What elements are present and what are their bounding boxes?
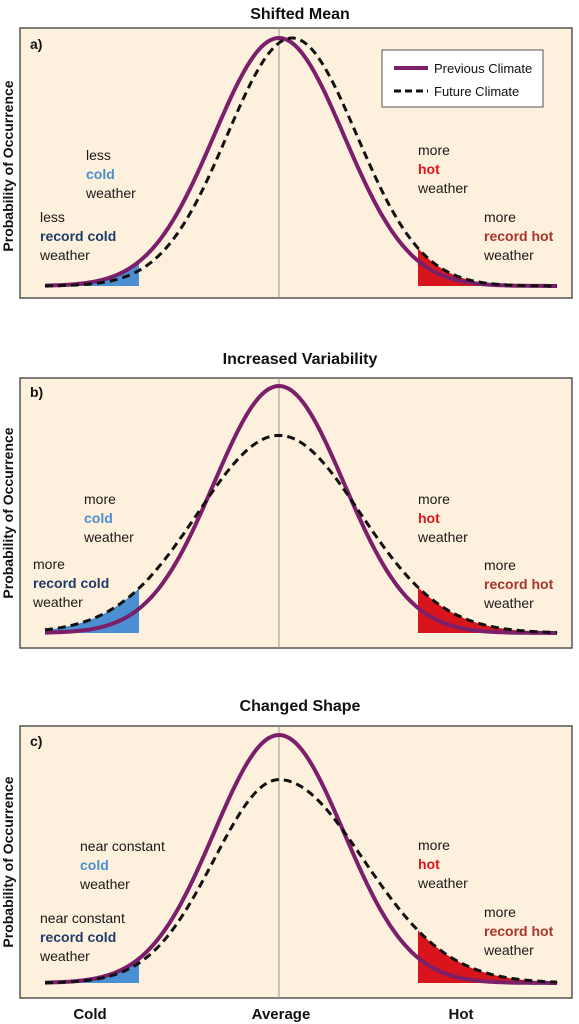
annotation-hot-qualifier: more [418, 837, 450, 853]
annotation-record-hot-label: record hot [484, 228, 554, 244]
annotation-cold-label: cold [80, 857, 109, 873]
annotation-hot-qualifier: more [418, 142, 450, 158]
record-hot-area [418, 587, 558, 633]
annotation-hot: more hot weather [417, 142, 468, 196]
panel-title: Shifted Mean [250, 6, 350, 23]
panel-title: Changed Shape [240, 698, 361, 715]
series-future-climate-line [44, 433, 557, 634]
annotation-record-hot-qualifier: more [484, 557, 516, 573]
panel-letter: b) [30, 384, 43, 400]
annotation-cold-qualifier: more [84, 491, 116, 507]
legend-box [381, 49, 544, 108]
panel-background [19, 377, 573, 649]
annotation-hot-weather: weather [417, 875, 468, 891]
panel-a: Shifted Mean Probability of Occurrence a… [0, 6, 573, 299]
panel-c: Changed Shape Probability of Occurrence … [0, 698, 573, 999]
annotation-cold-label: cold [84, 510, 113, 526]
annotation-record-hot-weather: weather [483, 942, 534, 958]
annotation-cold: less cold weather [85, 147, 136, 201]
annotation-record-hot: more record hot weather [483, 209, 554, 263]
annotation-record-hot-label: record hot [484, 576, 554, 592]
annotation-record-hot-weather: weather [483, 247, 534, 263]
annotation-record-hot: more record hot weather [483, 904, 554, 958]
annotation-record-cold-qualifier: more [33, 556, 65, 572]
annotation-record-cold: less record cold weather [39, 209, 116, 263]
annotation-hot: more hot weather [417, 837, 468, 891]
legend-future-label: Future Climate [434, 84, 519, 99]
y-axis-label: Probability of Occurrence [0, 427, 16, 598]
annotation-cold: near constant cold weather [79, 838, 165, 892]
record-hot-area [418, 930, 558, 983]
x-tick-label-hot: Hot [449, 1006, 474, 1023]
y-axis-label: Probability of Occurrence [0, 80, 16, 251]
annotation-record-hot-qualifier: more [484, 209, 516, 225]
annotation-record-cold-label: record cold [33, 575, 109, 591]
annotation-record-cold-weather: weather [39, 948, 90, 964]
annotation-cold-qualifier: less [86, 147, 111, 163]
record-hot-area [418, 248, 558, 286]
annotation-hot: more hot weather [417, 491, 468, 545]
x-tick-label-cold: Cold [73, 1006, 106, 1023]
annotation-hot-label: hot [418, 161, 440, 177]
annotation-record-hot-qualifier: more [484, 904, 516, 920]
annotation-record-cold-weather: weather [39, 247, 90, 263]
x-tick-label-average: Average [252, 1006, 311, 1023]
annotation-hot-weather: weather [417, 180, 468, 196]
annotation-hot-label: hot [418, 510, 440, 526]
panel-background [19, 725, 573, 999]
series-future-climate-line [45, 36, 557, 288]
panel-letter: a) [30, 36, 42, 52]
panel-letter: c) [30, 733, 42, 749]
series-future-climate-line [45, 778, 558, 985]
annotation-record-cold: more record cold weather [32, 556, 109, 610]
series-previous-climate-line [45, 35, 557, 288]
annotation-record-cold: near constant record cold weather [39, 910, 125, 964]
annotation-cold-weather: weather [79, 876, 130, 892]
record-cold-area [45, 958, 139, 983]
legend-previous-label: Previous Climate [434, 61, 532, 76]
annotation-hot-label: hot [418, 856, 440, 872]
annotation-cold-weather: weather [85, 185, 136, 201]
series-previous-climate-line [45, 732, 557, 985]
annotation-cold: more cold weather [83, 491, 134, 545]
annotation-record-hot-label: record hot [484, 923, 554, 939]
annotation-cold-label: cold [86, 166, 115, 182]
annotation-record-hot: more record hot weather [483, 557, 554, 611]
panel-b: Increased Variability Probability of Occ… [0, 351, 573, 649]
annotation-cold-qualifier: near constant [80, 838, 165, 854]
annotation-record-cold-weather: weather [32, 594, 83, 610]
annotation-record-cold-label: record cold [40, 228, 116, 244]
panel-title: Increased Variability [223, 351, 378, 368]
annotation-cold-weather: weather [83, 529, 134, 545]
annotation-hot-qualifier: more [418, 491, 450, 507]
annotation-record-cold-label: record cold [40, 929, 116, 945]
annotation-record-cold-qualifier: near constant [40, 910, 125, 926]
annotation-hot-weather: weather [417, 529, 468, 545]
series-previous-climate-line [45, 383, 557, 635]
annotation-record-hot-weather: weather [483, 595, 534, 611]
legend: Previous Climate Future Climate [381, 49, 544, 108]
y-axis-label: Probability of Occurrence [0, 776, 16, 947]
annotation-record-cold-qualifier: less [40, 209, 65, 225]
